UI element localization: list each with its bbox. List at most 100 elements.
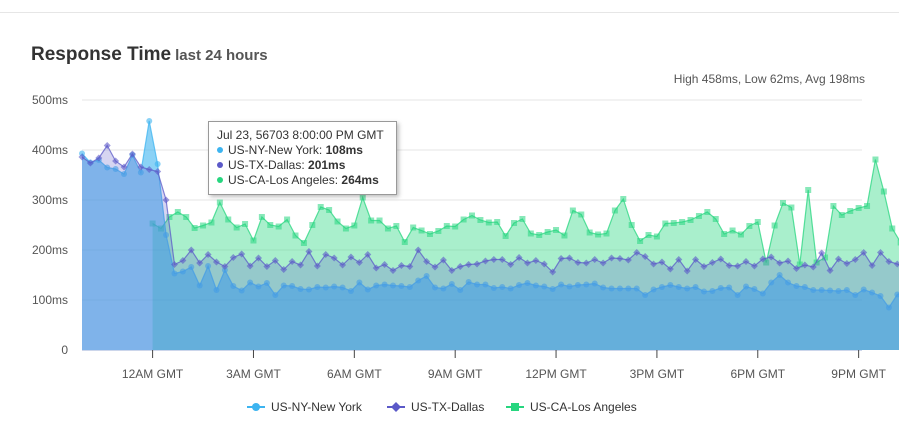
data-point [300,240,307,246]
data-point [103,142,111,149]
data-point [558,281,565,288]
data-point [443,223,450,229]
data-point [188,264,195,270]
data-point [818,249,826,257]
data-point [330,254,338,262]
data-point [788,204,795,211]
data-point [872,156,879,163]
data-point [339,261,347,269]
data-point [179,257,187,264]
series-us-tx-dallas [78,142,899,350]
data-point [376,217,383,224]
data-point [331,283,338,290]
data-point [200,222,207,229]
data-point [608,254,616,262]
data-point [796,261,803,268]
series-us-ny-new-york [79,118,899,350]
tooltip-dot-los-angeles [217,177,223,183]
data-point [809,263,817,271]
data-point [658,284,665,290]
data-point [452,223,459,230]
data-point [426,231,433,237]
data-point [507,285,514,292]
data-point [855,205,862,211]
data-point [641,253,649,260]
data-point [880,188,887,195]
data-point [121,171,128,177]
data-point [473,260,481,268]
data-point [869,289,876,296]
tooltip-date: Jul 23, 56703 8:00:00 PM GMT [217,128,384,142]
y-tick-label: 0 [61,343,68,357]
data-point [247,279,254,286]
data-point [95,154,103,162]
data-point [313,262,321,270]
tooltip-label-los-angeles: US-CA-Los Angeles: [228,173,339,187]
data-point [603,230,610,237]
data-point [519,216,526,222]
y-tick-label: 100ms [32,293,68,307]
data-point [465,279,472,285]
data-point [591,280,598,287]
data-point [885,258,893,265]
data-point [725,262,733,269]
data-point [734,292,741,298]
x-tick-label: 12PM GMT [525,367,587,381]
x-tick-label: 6AM GMT [327,367,382,381]
data-point [851,256,859,263]
data-point [163,232,170,238]
data-point [314,284,321,290]
data-point [356,279,363,286]
data-point [351,222,358,229]
data-point [280,282,287,289]
data-point [768,279,775,286]
data-point [523,259,531,267]
data-point [208,219,215,226]
data-point [645,232,652,238]
data-point [666,265,674,273]
data-point [608,285,615,292]
data-point [574,259,582,266]
data-point [527,230,534,237]
data-point [864,203,871,209]
tooltip-row-dallas: US-TX-Dallas: 201ms [217,158,388,173]
x-tick-label: 9PM GMT [831,367,886,381]
data-point [734,262,742,270]
data-point [566,283,573,290]
data-point [511,220,518,226]
data-point [384,225,391,232]
data-point [692,284,699,290]
x-tick-label: 3AM GMT [226,367,281,381]
tooltip-value-new-york: 108ms [325,143,363,157]
y-tick-label: 500ms [32,93,68,107]
data-point [154,161,161,167]
data-point [742,258,750,265]
data-point [532,282,539,289]
chart-title-text: Response Time [31,44,172,65]
data-point [271,257,279,264]
data-point [650,286,657,293]
data-point [695,213,702,219]
tooltip-value-dallas: 201ms [308,158,346,172]
data-point [183,214,190,220]
tooltip-value-los-angeles: 264ms [341,173,379,187]
data-point [490,285,497,291]
data-point [292,232,299,239]
data-point [342,225,349,232]
data-point [700,288,707,295]
data-point [818,287,825,293]
data-point [288,258,296,265]
data-point [746,223,753,229]
data-point [830,203,837,209]
data-point [541,283,548,290]
data-point [414,246,422,254]
data-point [860,286,867,293]
data-point [544,229,551,235]
data-point [726,284,733,291]
data-point [834,255,842,263]
data-point [213,287,220,293]
data-point [860,249,868,256]
data-point [785,279,792,286]
data-point [423,258,431,265]
tooltip-dot-dallas [217,162,223,168]
